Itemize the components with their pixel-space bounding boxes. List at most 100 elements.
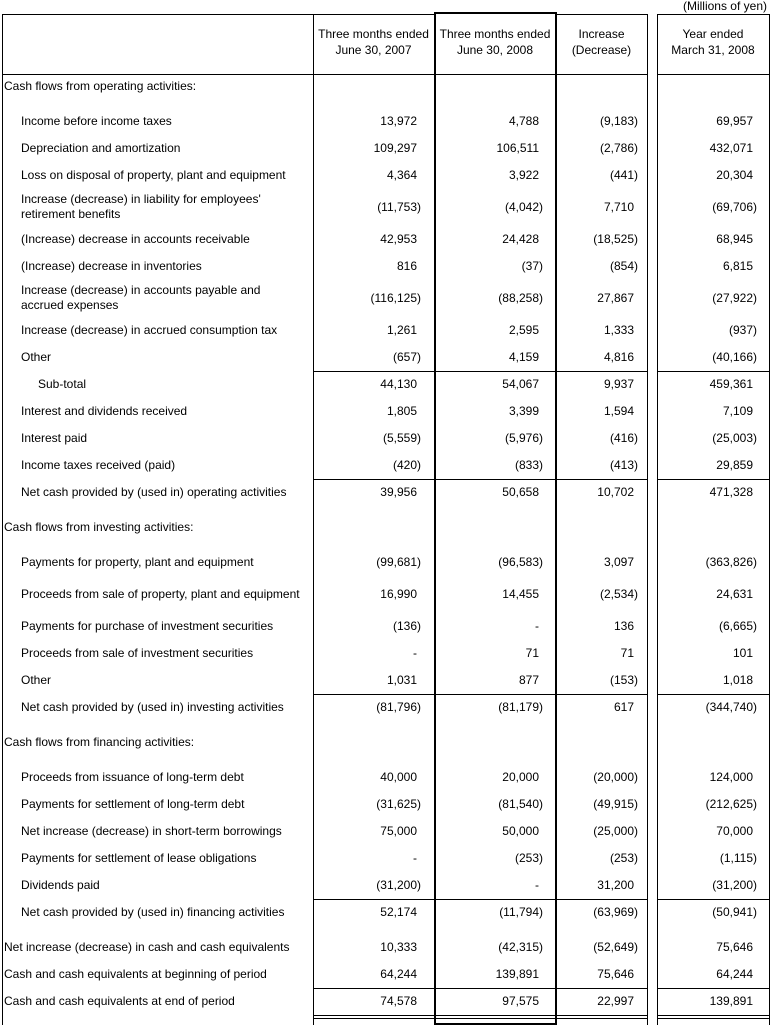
- cell-value: (11,753): [377, 200, 421, 214]
- cell-value: (212,625): [705, 797, 757, 811]
- row-label: Income before income taxes: [21, 114, 172, 128]
- cell-value: 31,200: [597, 878, 634, 892]
- cell-value: (833): [514, 458, 543, 472]
- cell-value: (4,042): [504, 200, 543, 214]
- cell-value: 139,891: [495, 967, 539, 981]
- cell-value: (1,115): [719, 851, 757, 865]
- table-border: [657, 74, 770, 75]
- row-label: Interest paid: [21, 431, 88, 445]
- row-label: Payments for property, plant and equipme…: [21, 555, 254, 569]
- cell-value: 4,159: [508, 350, 539, 364]
- cell-value: 64,244: [716, 967, 753, 981]
- cell-value: 6,815: [722, 259, 753, 273]
- subtotal-rule: [657, 371, 770, 372]
- cell-value: (420): [392, 458, 421, 472]
- row-label: Net increase (decrease) in cash and cash…: [4, 940, 290, 954]
- cell-value: 10,333: [380, 940, 417, 954]
- cell-value: (63,969): [593, 905, 638, 919]
- column-header-line1: Increase: [578, 27, 625, 41]
- table-border: [2, 14, 3, 1025]
- cell-value: (88,258): [498, 291, 543, 305]
- row-label: Income taxes received (paid): [21, 458, 176, 472]
- cell-value: (11,794): [499, 905, 543, 919]
- table-border: [657, 14, 770, 15]
- subtotal-rule: [555, 694, 647, 695]
- cell-value: 20,304: [716, 168, 753, 182]
- table-border: [313, 14, 314, 1025]
- cell-value: (937): [728, 323, 757, 337]
- double-underline-rule: [657, 1018, 770, 1019]
- cell-value: (25,003): [712, 431, 757, 445]
- cell-value: (18,525): [593, 232, 638, 246]
- cell-value: 10,702: [597, 485, 634, 499]
- cell-value: 29,859: [716, 458, 753, 472]
- section-heading: Cash flows from financing activities:: [4, 735, 195, 749]
- cell-value: (413): [609, 458, 638, 472]
- cell-value: 1,018: [722, 673, 753, 687]
- row-label: (Increase) decrease in accounts receivab…: [21, 232, 250, 246]
- cell-value: 74,578: [380, 994, 417, 1008]
- subtotal-rule: [555, 988, 647, 989]
- cell-value: (81,796): [376, 700, 421, 714]
- row-label: Dividends paid: [21, 878, 100, 892]
- cell-value: 1,333: [603, 323, 634, 337]
- cell-value: 3,399: [508, 404, 539, 418]
- cell-value: 136: [613, 619, 634, 633]
- highlight-column-border: [434, 1023, 557, 1025]
- row-label-line1: Increase (decrease) in liability for emp…: [21, 192, 261, 206]
- cell-value: 7,109: [722, 404, 753, 418]
- row-label: Payments for purchase of investment secu…: [21, 619, 274, 633]
- cell-value: 106,511: [496, 141, 540, 155]
- row-label: Loss on disposal of property, plant and …: [21, 168, 286, 182]
- cell-value: (657): [392, 350, 421, 364]
- subtotal-rule: [657, 899, 770, 900]
- double-underline-rule: [434, 1018, 556, 1019]
- row-label: Other: [21, 350, 52, 364]
- cell-value: 75,000: [380, 824, 417, 838]
- section-heading: Cash flows from investing activities:: [4, 520, 194, 534]
- cell-value: 109,297: [373, 141, 417, 155]
- cell-value: 1,805: [386, 404, 417, 418]
- cell-value: 22,997: [597, 994, 634, 1008]
- table-border: [2, 74, 647, 75]
- cell-value: 1,594: [603, 404, 634, 418]
- row-label-line1: Increase (decrease) in accounts payable …: [21, 283, 261, 297]
- subtotal-rule: [657, 988, 770, 989]
- cell-value: -: [413, 646, 417, 660]
- subtotal-rule: [657, 479, 770, 480]
- cell-value: 20,000: [502, 770, 539, 784]
- double-underline-rule: [555, 1015, 647, 1016]
- double-underline-rule: [555, 1018, 647, 1019]
- cell-value: 9,937: [603, 377, 634, 391]
- row-label: Other: [21, 673, 52, 687]
- subtotal-rule: [434, 371, 556, 372]
- cell-value: 27,867: [597, 291, 634, 305]
- table-border: [647, 14, 648, 1025]
- cell-value: 1,261: [386, 323, 417, 337]
- cell-value: (52,649): [593, 940, 638, 954]
- cell-value: 24,428: [502, 232, 539, 246]
- cell-value: 7,710: [603, 200, 634, 214]
- table-border: [769, 14, 770, 1025]
- units-note: (Millions of yen): [682, 0, 767, 13]
- column-header-q1-2007: Three months ended June 30, 2007: [313, 26, 434, 58]
- cell-value: 16,990: [380, 587, 417, 601]
- cell-value: (37): [521, 259, 543, 273]
- cell-value: (2,534): [599, 587, 638, 601]
- highlight-column-border: [434, 12, 557, 14]
- row-label: Payments for settlement of long-term deb…: [21, 797, 245, 811]
- row-label: Net cash provided by (used in) operating…: [21, 485, 287, 499]
- cell-value: 1,031: [386, 673, 417, 687]
- row-label: Depreciation and amortization: [21, 141, 181, 155]
- row-label: Proceeds from sale of investment securit…: [21, 646, 254, 660]
- table-border: [657, 14, 658, 1025]
- row-label: Cash and cash equivalents at beginning o…: [4, 967, 267, 981]
- cell-value: (27,922): [712, 291, 757, 305]
- cell-value: 459,361: [709, 377, 753, 391]
- subtotal-rule: [434, 479, 556, 480]
- subtotal-rule: [657, 694, 770, 695]
- subtotal-rule: [313, 694, 434, 695]
- double-underline-rule: [313, 1015, 434, 1016]
- column-header-fy2008: Year ended March 31, 2008: [657, 26, 769, 58]
- row-label: Increase (decrease) in accrued consumpti…: [21, 323, 278, 337]
